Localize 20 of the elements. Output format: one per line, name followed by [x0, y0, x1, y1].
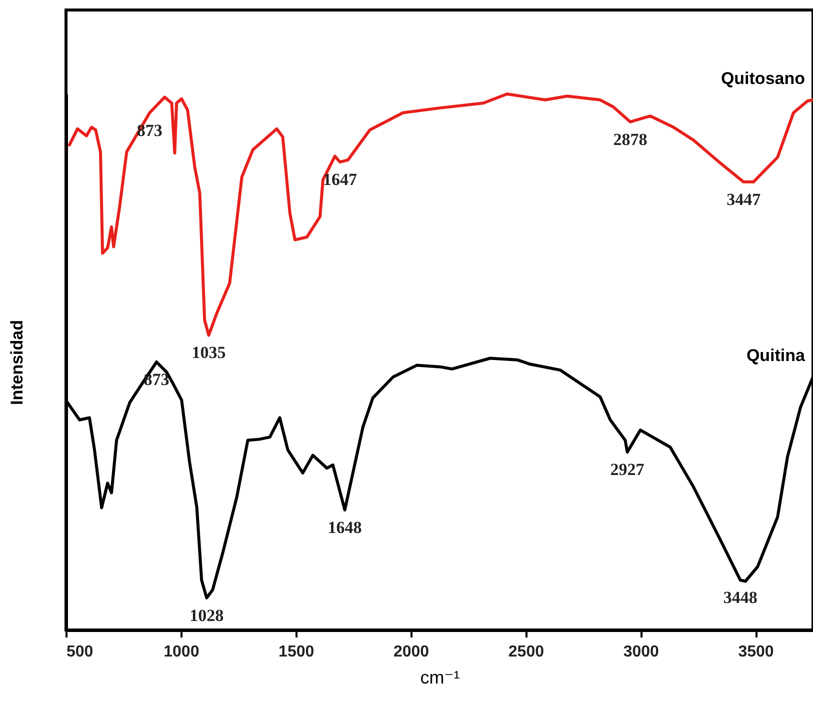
x-tick-label: 2000	[393, 644, 430, 660]
annotation: 1648	[328, 518, 362, 537]
annotation: 1647	[322, 170, 358, 190]
annotation: 1028	[190, 606, 224, 625]
x-tick-label: 3000	[623, 644, 660, 660]
annotation: 3448	[723, 588, 758, 608]
annotation: 873	[144, 370, 170, 389]
x-tick-label: 1500	[278, 644, 314, 660]
series-label: Quitosano	[720, 68, 805, 88]
x-tick-label: 1000	[164, 644, 200, 660]
annotation: 3447	[726, 190, 762, 209]
x-tick-label: 500	[66, 644, 94, 660]
annotation: 2878	[613, 130, 648, 149]
x-axis-title: cm⁻¹	[420, 668, 460, 688]
series-label: Quitina	[746, 346, 806, 366]
annotation: 2927	[610, 460, 645, 480]
y-axis-title: Intensidad	[8, 320, 26, 406]
annotation: 1035	[192, 343, 226, 362]
x-tick-label: 2500	[508, 644, 544, 660]
x-tick-label: 3500	[738, 644, 774, 660]
